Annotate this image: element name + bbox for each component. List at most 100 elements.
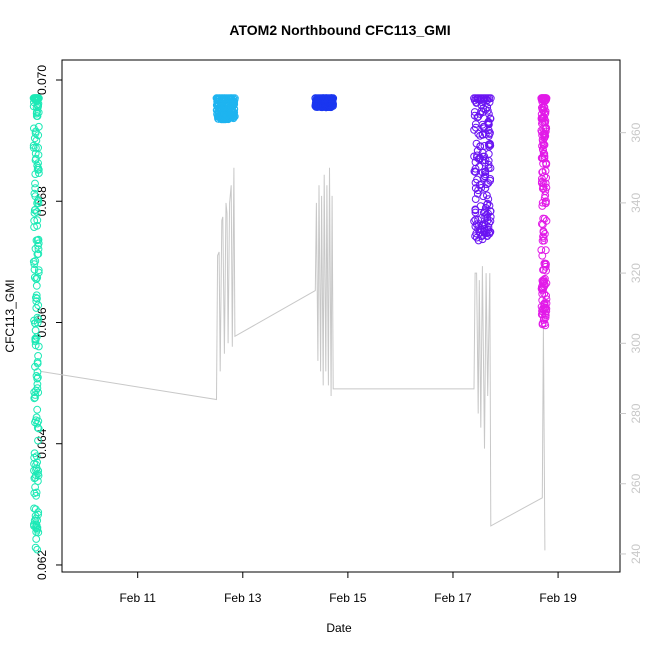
y2-tick-label: 240 — [629, 544, 643, 564]
data-point — [30, 216, 39, 225]
data-point — [225, 104, 234, 113]
data-point — [485, 130, 494, 138]
data-point — [476, 131, 485, 140]
data-point — [477, 184, 486, 192]
y2-tick-label: 300 — [629, 333, 643, 353]
data-point — [541, 311, 550, 320]
data-point — [538, 251, 547, 260]
data-point — [31, 393, 39, 402]
data-point — [479, 156, 487, 165]
data-point — [30, 394, 39, 403]
data-point — [32, 413, 41, 422]
y2-tick-label: 320 — [629, 263, 643, 283]
data-point — [486, 94, 495, 103]
data-point — [540, 172, 549, 181]
data-point — [32, 460, 40, 469]
y2-tick-label: 280 — [629, 403, 643, 423]
data-point — [542, 94, 551, 103]
data-point — [34, 342, 43, 351]
data-point — [538, 236, 547, 245]
data-point — [485, 140, 494, 149]
data-point — [484, 120, 493, 128]
plot-frame — [61, 59, 621, 573]
data-point — [34, 436, 42, 445]
data-point — [32, 528, 41, 536]
data-point — [474, 112, 483, 121]
data-point — [32, 281, 41, 290]
data-point — [32, 291, 41, 300]
data-point — [474, 236, 483, 245]
data-point — [34, 352, 42, 360]
data-point — [32, 535, 41, 543]
data-point — [538, 145, 547, 154]
data-point — [33, 216, 42, 225]
data-point — [483, 199, 492, 208]
data-point — [30, 124, 38, 133]
data-point — [481, 167, 490, 176]
data-point — [473, 175, 481, 184]
data-point — [35, 169, 43, 178]
data-point — [220, 109, 229, 118]
data-point — [540, 141, 549, 149]
data-point — [480, 142, 489, 150]
secondary-line-layer — [40, 167, 546, 551]
y2-tick-label: 340 — [629, 193, 643, 213]
data-point — [322, 103, 331, 111]
data-point — [30, 449, 39, 458]
data-point — [33, 368, 42, 376]
data-point — [475, 162, 484, 171]
data-point — [33, 358, 42, 366]
data-point — [31, 184, 40, 193]
series-flight-4 — [470, 94, 495, 245]
series-flight-5 — [537, 94, 551, 330]
data-point — [30, 273, 39, 282]
data-point — [31, 179, 39, 188]
data-point — [32, 275, 41, 283]
data-point — [539, 106, 548, 114]
data-point — [474, 215, 483, 224]
data-point — [33, 208, 41, 216]
series-flight-2 — [212, 94, 239, 124]
data-point — [541, 246, 550, 255]
data-point — [537, 284, 546, 293]
data-point — [31, 483, 39, 492]
secondary-trace-line — [40, 167, 546, 551]
scatter-points-layer — [29, 94, 551, 554]
data-point — [537, 246, 546, 254]
data-point — [471, 123, 480, 132]
data-point — [30, 189, 39, 198]
data-point — [470, 111, 479, 120]
secondary-y-axis: 240 260 280 300 320 340 360 — [620, 122, 643, 564]
data-point — [539, 232, 547, 241]
data-point — [214, 102, 223, 110]
data-point — [542, 260, 550, 269]
data-point — [31, 129, 40, 138]
data-point — [30, 260, 39, 269]
data-point — [481, 208, 490, 217]
data-point — [33, 112, 42, 120]
data-point — [485, 219, 494, 228]
data-point — [33, 523, 42, 532]
data-point — [34, 301, 43, 310]
data-point — [539, 179, 548, 188]
data-point — [483, 191, 491, 200]
data-point — [541, 230, 549, 238]
data-point — [32, 236, 41, 245]
data-point — [471, 184, 480, 193]
y-tick-label: 0.064 — [35, 428, 49, 458]
data-point — [471, 120, 480, 128]
data-point — [33, 419, 42, 428]
x-axis: Feb 11 Feb 13 Feb 15 Feb 17 Feb 19 — [119, 571, 577, 605]
data-point — [30, 206, 39, 215]
y-axis-label: CFC113_GMI — [3, 279, 17, 352]
data-point — [540, 300, 548, 308]
data-point — [29, 141, 38, 150]
data-point — [34, 122, 43, 131]
data-point — [480, 152, 489, 161]
data-point — [30, 489, 39, 498]
data-point — [478, 225, 486, 234]
series-flight-3 — [311, 94, 338, 112]
data-point — [541, 187, 550, 196]
data-point — [33, 384, 42, 393]
data-point — [472, 220, 481, 229]
